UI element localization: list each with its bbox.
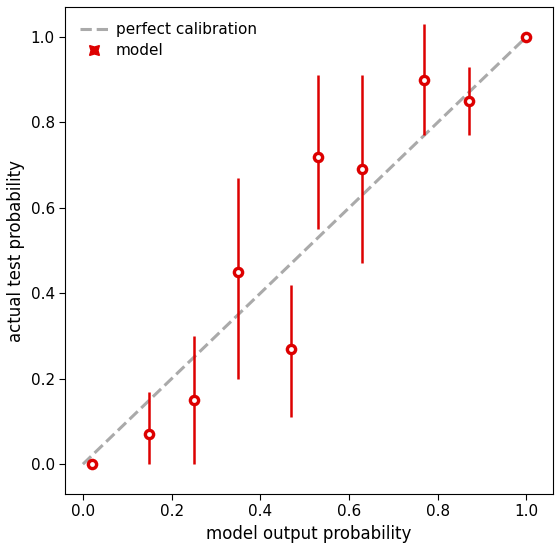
Point: [287, 344, 296, 353]
Point: [145, 430, 154, 439]
Point: [420, 75, 429, 84]
Point: [464, 97, 473, 106]
Point: [87, 460, 96, 469]
Point: [522, 32, 531, 41]
Point: [287, 344, 296, 353]
Point: [234, 267, 242, 276]
Point: [87, 460, 96, 469]
Point: [358, 165, 367, 174]
Point: [522, 32, 531, 41]
Point: [145, 430, 154, 439]
Point: [420, 75, 429, 84]
Point: [358, 165, 367, 174]
X-axis label: model output probability: model output probability: [207, 525, 412, 543]
Point: [464, 97, 473, 106]
Y-axis label: actual test probability: actual test probability: [7, 160, 25, 342]
Point: [314, 152, 323, 161]
Point: [189, 395, 198, 404]
Point: [314, 152, 323, 161]
Legend: perfect calibration, model: perfect calibration, model: [73, 15, 264, 66]
Point: [234, 267, 242, 276]
Point: [189, 395, 198, 404]
